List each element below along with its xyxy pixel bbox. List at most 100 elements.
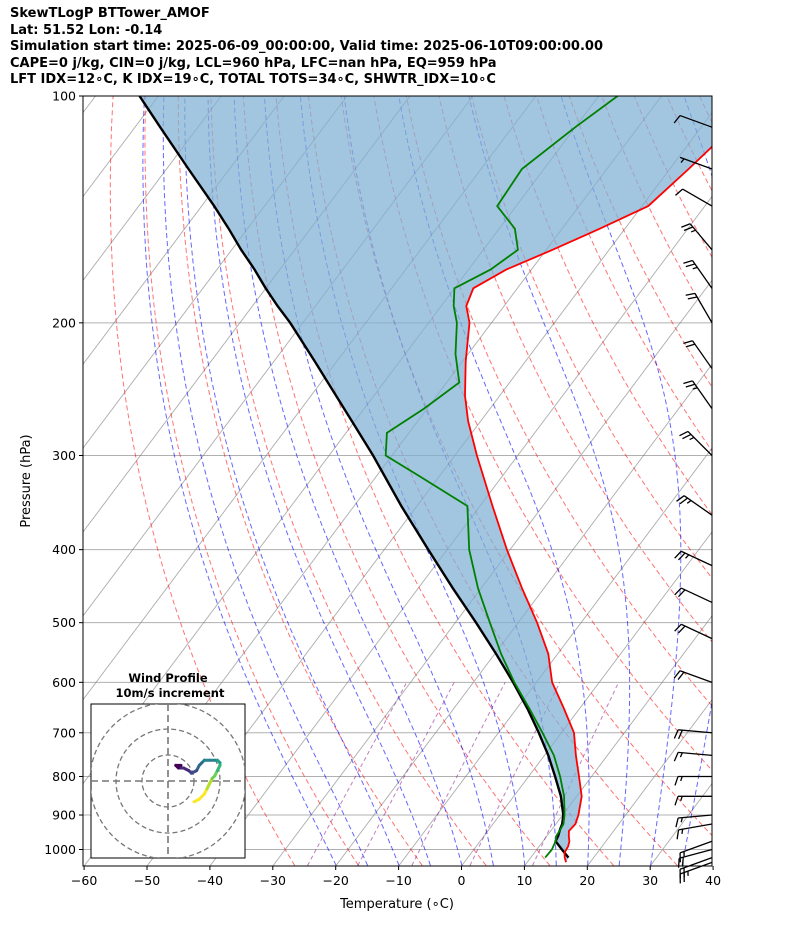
wind-barb-flag [680,776,683,782]
isotherm-line [83,96,96,114]
x-tick-label: 20 [579,873,595,888]
wind-barb-flag [673,729,679,739]
wind-barb-flag [681,829,684,834]
wind-barb [675,188,713,207]
dry-adiabat-line [633,96,712,259]
dry-adiabat-line [699,96,712,124]
wind-barb-flag [674,550,682,559]
wind-barb-shaft [679,670,713,683]
wind-barb [676,495,713,516]
wind-barb-flag [674,776,679,786]
wind-barb-shaft [682,188,713,207]
moist-adiabat-line [714,96,794,866]
y-tick-label: 400 [52,542,76,557]
wind-barb-flag [681,223,691,228]
wind-barb [685,292,713,324]
dry-adiabat-line [732,96,794,866]
wind-barb-shaft [691,340,713,369]
y-tick-label: 300 [52,448,76,463]
wind-barb-flag [679,497,688,505]
wind-barb-flag [677,625,686,634]
wind-barb-shaft [678,814,713,819]
moist-adiabat-line [142,96,337,866]
isotherm-line [650,782,712,866]
x-tick-label: 0 [458,873,466,888]
cape-line: CAPE=0 j/kg, CIN=0 j/kg, LCL=960 hPa, LF… [10,55,497,71]
x-axis-label: Temperature (∘C) [339,897,454,912]
moist-adiabat-line [184,96,400,866]
dewpoint-profile-line [384,96,619,859]
moist-adiabat-line [233,96,463,866]
wind-barb-flag [685,292,696,296]
dry-adiabat-line [275,96,614,866]
wind-barb-flag [674,796,679,806]
parcel-profile-line [138,96,570,859]
dry-adiabat-line [242,96,551,866]
wind-barb-flag [689,436,695,441]
mixing-ratio-line [307,682,408,866]
wind-barb-flag [687,296,698,300]
y-tick-label: 200 [52,315,76,330]
moist-adiabat-line [299,96,526,866]
wind-barb-flag [681,857,684,867]
wind-barb [679,840,713,863]
wind-barb [679,156,713,170]
isotherm-line [83,96,222,282]
wind-barb-shaft [679,856,713,870]
time-line: Simulation start time: 2025-06-09_00:00:… [10,39,603,55]
x-tick-label: −50 [134,873,160,888]
wind-barb [673,114,713,128]
wind-barb-flag [683,380,693,385]
isotherm-line [83,96,285,366]
wind-barb-flag [692,266,698,270]
wind-barb [674,587,713,604]
wind-barb [683,380,713,410]
wind-barb-flag [683,226,694,232]
wind-barb-flag [680,796,683,802]
index-line: LFT IDX=12∘C, K IDX=19∘C, TOTAL TOTS=34∘… [10,72,496,88]
y-tick-label: 700 [52,725,76,740]
wind-barb-flag [677,671,685,680]
wind-barb-flag [683,259,693,264]
x-tick-label: 40 [705,873,721,888]
wind-barb [679,856,713,879]
wind-barb-flag [686,499,692,504]
location-line: Lat: 51.52 Lon: -0.14 [10,22,163,38]
isotherm-line [714,96,794,865]
wind-barb-shaft [689,223,713,251]
wind-barb [673,729,713,740]
wind-barb-flag [673,670,681,679]
dry-adiabat-line [373,96,712,772]
wind-barb-flag [673,752,679,762]
x-tick-label: 30 [642,873,658,888]
wind-barb-flag [676,829,680,840]
wind-barb-flag [680,817,683,823]
hodograph-subtitle: 10m/s increment [116,686,225,700]
moist-adiabat-line [162,96,369,866]
moist-adiabat-line [681,96,712,866]
chart-title: SkewTLogP BTTower_AMOF [10,6,210,21]
dry-adiabat-line [470,96,712,579]
wind-barb-flag [677,729,683,740]
wind-barb-shaft [679,114,713,128]
y-tick-label: 100 [52,89,76,104]
wind-barb-flag [685,554,690,559]
x-tick-label: −60 [71,873,97,888]
y-tick-label: 500 [52,615,76,630]
y-tick-label: 900 [52,808,76,823]
y-tick-label: 1000 [44,842,76,857]
wind-barb [675,814,713,828]
dry-adiabat-line [405,96,712,707]
wind-barb-flag [675,188,683,196]
isotherm-line [272,279,712,866]
moist-adiabat-line [398,96,590,866]
wind-barb-shaft [680,587,713,604]
dry-adiabat-line [109,96,296,866]
dry-adiabat-line [144,96,359,866]
wind-barb-flag [679,752,683,758]
wind-barb-shaft [687,431,713,456]
wind-barb-flag [680,158,685,163]
x-tick-label: −30 [260,873,286,888]
wind-barb-flag [674,623,682,632]
